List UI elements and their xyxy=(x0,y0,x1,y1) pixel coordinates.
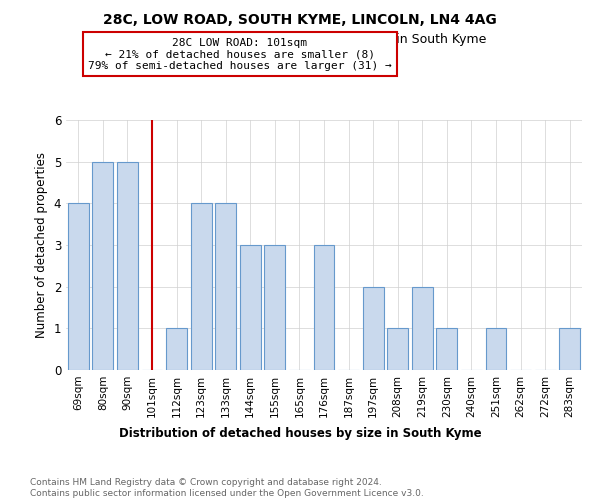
Bar xyxy=(265,245,286,370)
Bar xyxy=(436,328,457,370)
Bar xyxy=(117,162,138,370)
Text: Size of property relative to detached houses in South Kyme: Size of property relative to detached ho… xyxy=(114,32,486,46)
Bar xyxy=(412,286,433,370)
Bar xyxy=(166,328,187,370)
Bar xyxy=(191,204,212,370)
Text: 28C LOW ROAD: 101sqm
← 21% of detached houses are smaller (8)
79% of semi-detach: 28C LOW ROAD: 101sqm ← 21% of detached h… xyxy=(88,38,392,70)
Bar xyxy=(559,328,580,370)
Bar xyxy=(240,245,261,370)
Text: Contains HM Land Registry data © Crown copyright and database right 2024.
Contai: Contains HM Land Registry data © Crown c… xyxy=(30,478,424,498)
Text: 28C, LOW ROAD, SOUTH KYME, LINCOLN, LN4 4AG: 28C, LOW ROAD, SOUTH KYME, LINCOLN, LN4 … xyxy=(103,12,497,26)
Bar xyxy=(387,328,408,370)
Bar xyxy=(215,204,236,370)
Bar xyxy=(485,328,506,370)
Bar xyxy=(314,245,334,370)
Bar xyxy=(68,204,89,370)
Text: Distribution of detached houses by size in South Kyme: Distribution of detached houses by size … xyxy=(119,428,481,440)
Bar xyxy=(362,286,383,370)
Bar xyxy=(92,162,113,370)
Y-axis label: Number of detached properties: Number of detached properties xyxy=(35,152,48,338)
